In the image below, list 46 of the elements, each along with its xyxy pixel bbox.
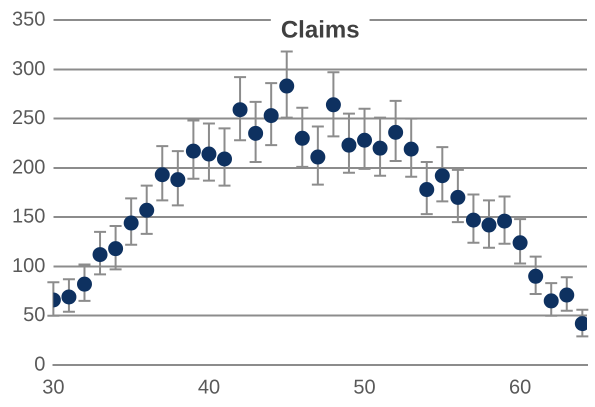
point: [357, 132, 372, 148]
point: [279, 78, 294, 94]
point: [326, 97, 341, 112]
y-tick-label: 0: [34, 354, 46, 376]
point: [248, 126, 264, 141]
point: [61, 289, 76, 304]
point: [372, 140, 388, 156]
chart-title: Claims: [280, 16, 360, 44]
point: [154, 167, 170, 182]
y-tick-label: 200: [12, 156, 46, 178]
point: [466, 212, 481, 228]
point: [310, 150, 326, 165]
point: [544, 293, 559, 308]
y-tick-label: 100: [12, 254, 46, 277]
point: [232, 102, 248, 118]
y-tick-label: 50: [23, 304, 46, 326]
point: [76, 276, 92, 292]
y-tick-label: 250: [12, 107, 46, 130]
point: [201, 146, 216, 162]
point: [108, 241, 124, 256]
y-tick-label: 150: [12, 206, 46, 228]
y-tick-label: 350: [12, 8, 46, 31]
point: [170, 172, 186, 188]
point: [341, 138, 356, 153]
point: [139, 202, 154, 218]
point: [528, 268, 544, 284]
point: [92, 247, 108, 262]
point: [124, 216, 139, 231]
point: [404, 142, 419, 157]
x-tick-label: 30: [42, 376, 64, 399]
point: [419, 182, 434, 198]
point: [434, 168, 450, 184]
point: [217, 151, 232, 166]
point: [186, 144, 201, 159]
y-tick-label: 300: [12, 58, 46, 80]
point: [264, 108, 279, 124]
x-tick-label: 60: [508, 376, 532, 399]
point: [497, 214, 512, 229]
x-tick-label: 50: [353, 376, 376, 399]
point: [559, 288, 574, 303]
x-tick-label: 40: [198, 376, 220, 399]
point: [294, 130, 310, 146]
point: [481, 218, 496, 233]
point: [388, 124, 404, 140]
point: [450, 190, 466, 205]
point: [512, 235, 528, 250]
